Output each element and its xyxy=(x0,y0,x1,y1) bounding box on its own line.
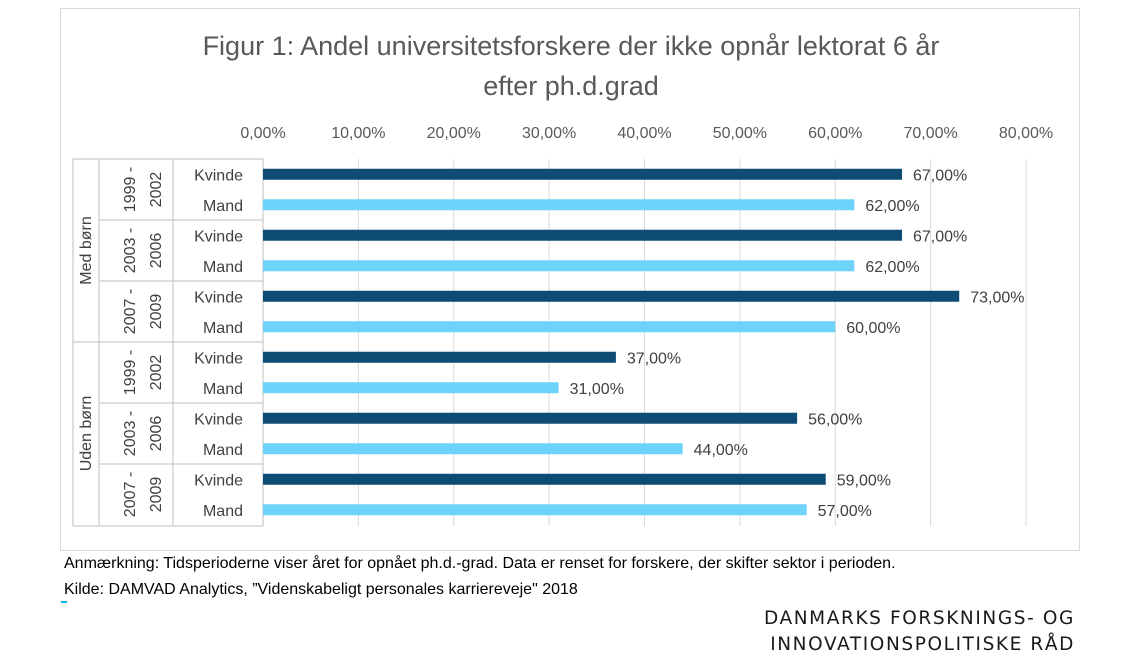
chart-title-line-1: Figur 1: Andel universitetsforskere der … xyxy=(203,31,940,61)
x-tick-label: 20,00% xyxy=(427,125,481,142)
category-label-mand: Mand xyxy=(203,320,243,337)
bar-kvinde xyxy=(263,351,616,363)
data-label: 73,00% xyxy=(970,289,1024,306)
data-label: 67,00% xyxy=(913,167,967,184)
footnote-marker xyxy=(61,601,67,603)
x-tick-label: 70,00% xyxy=(903,125,957,142)
bar-mand xyxy=(263,321,836,333)
x-tick-label: 40,00% xyxy=(617,125,671,142)
category-label-kvinde: Kvinde xyxy=(194,228,243,245)
chart-title-line-2: efter ph.d.grad xyxy=(483,71,659,101)
x-tick-label: 30,00% xyxy=(522,125,576,142)
category-label-mand: Mand xyxy=(203,381,243,398)
x-tick-label: 0,00% xyxy=(240,125,285,142)
category-label-mand: Mand xyxy=(203,442,243,459)
data-label: 31,00% xyxy=(570,381,624,398)
x-tick-label: 10,00% xyxy=(331,125,385,142)
chart-area: Figur 1: Andel universitetsforskere der … xyxy=(60,8,1080,551)
x-tick-label: 80,00% xyxy=(999,125,1053,142)
period-label-line-2: 2009 xyxy=(148,294,165,330)
bar-mand xyxy=(263,504,807,516)
x-tick-label: 60,00% xyxy=(808,125,862,142)
period-label-line-1: 2007 - xyxy=(122,289,139,334)
data-label: 62,00% xyxy=(865,259,919,276)
data-label: 59,00% xyxy=(837,472,891,489)
data-label: 67,00% xyxy=(913,228,967,245)
data-label: 44,00% xyxy=(694,442,748,459)
category-label-kvinde: Kvinde xyxy=(194,472,243,489)
bar-kvinde xyxy=(263,412,798,424)
period-label-line-1: 2007 - xyxy=(122,472,139,517)
bar-kvinde xyxy=(263,290,960,302)
category-label-kvinde: Kvinde xyxy=(194,289,243,306)
group-label: Uden børn xyxy=(78,396,95,472)
period-label-line-1: 1999 - xyxy=(122,350,139,395)
category-label-mand: Mand xyxy=(203,198,243,215)
brand-logo-line-2: INNOVATIONSPOLITISKE RÅD xyxy=(770,634,1075,655)
footnote-kilde: Kilde: DAMVAD Analytics, ”Videnskabeligt… xyxy=(64,581,578,598)
bar-mand xyxy=(263,443,683,455)
bar-mand xyxy=(263,260,855,272)
category-label-mand: Mand xyxy=(203,259,243,276)
category-label-kvinde: Kvinde xyxy=(194,411,243,428)
x-tick-label: 50,00% xyxy=(713,125,767,142)
bar-mand xyxy=(263,382,559,394)
period-label-line-2: 2009 xyxy=(148,477,165,513)
period-label-line-2: 2006 xyxy=(148,416,165,452)
footnote-anmaerkning: Anmærkning: Tidsperioderne viser året fo… xyxy=(64,555,896,572)
period-label-line-1: 1999 - xyxy=(122,167,139,212)
bar-chart: Figur 1: Andel universitetsforskere der … xyxy=(72,31,1053,527)
data-label: 57,00% xyxy=(818,503,872,520)
category-label-kvinde: Kvinde xyxy=(194,167,243,184)
data-label: 37,00% xyxy=(627,350,681,367)
bar-kvinde xyxy=(263,473,826,485)
period-label-line-2: 2006 xyxy=(148,233,165,269)
data-label: 56,00% xyxy=(808,411,862,428)
period-label-line-1: 2003 - xyxy=(122,228,139,273)
period-label-line-2: 2002 xyxy=(148,355,165,391)
data-label: 60,00% xyxy=(846,320,900,337)
period-label-line-1: 2003 - xyxy=(122,411,139,456)
group-label: Med børn xyxy=(78,216,95,284)
category-label-mand: Mand xyxy=(203,503,243,520)
period-label-line-2: 2002 xyxy=(148,172,165,208)
category-label-kvinde: Kvinde xyxy=(194,350,243,367)
brand-logo-line-1: DANMARKS FORSKNINGS- OG xyxy=(763,608,1075,629)
bar-kvinde xyxy=(263,229,903,241)
bar-mand xyxy=(263,199,855,211)
data-label: 62,00% xyxy=(865,198,919,215)
bar-kvinde xyxy=(263,168,903,180)
